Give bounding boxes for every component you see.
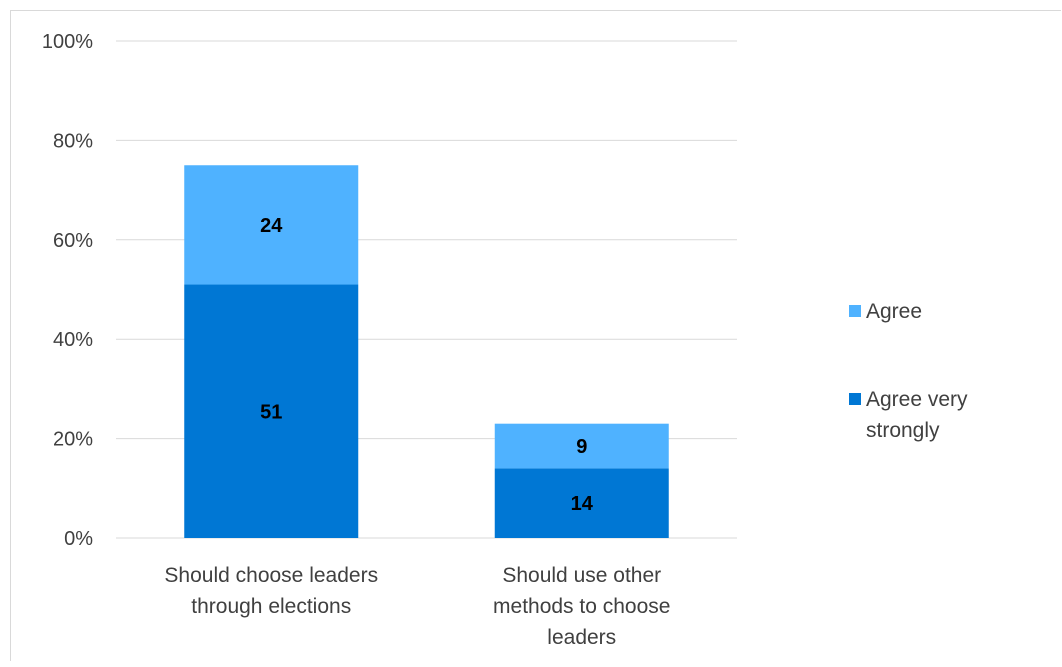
bar-segment xyxy=(494,468,669,538)
legend-swatch xyxy=(849,393,861,405)
y-tick-label: 40% xyxy=(53,329,93,351)
legend-label: strongly xyxy=(866,419,940,442)
y-tick-label: 100% xyxy=(42,31,93,53)
data-label: 14 xyxy=(571,493,594,515)
y-tick-label: 80% xyxy=(53,130,93,152)
y-tick-label: 0% xyxy=(64,528,93,550)
stacked-bar-chart: 0% 20% 40% 60% 80% 100% 51 24 Should choose lead… xyxy=(42,31,968,649)
bar-segment xyxy=(184,165,359,285)
legend-label: Agree very xyxy=(866,388,968,411)
chart-frame: 0% 20% 40% 60% 80% 100% 51 24 Should choose lead… xyxy=(10,10,1061,661)
category-label: leaders xyxy=(547,626,616,649)
bar-segment xyxy=(184,284,359,538)
data-label: 9 xyxy=(576,436,587,458)
category-label: methods to choose xyxy=(493,595,670,618)
y-tick-label: 60% xyxy=(53,230,93,252)
legend-swatch xyxy=(849,305,861,317)
bar-segment xyxy=(494,423,669,469)
legend-label: Agree xyxy=(866,300,922,323)
category-label: through elections xyxy=(191,595,351,618)
category-label: Should choose leaders xyxy=(164,564,378,587)
data-label: 24 xyxy=(260,215,283,237)
data-label: 51 xyxy=(260,401,282,423)
category-label: Should use other xyxy=(502,564,661,587)
y-tick-label: 20% xyxy=(53,429,93,451)
